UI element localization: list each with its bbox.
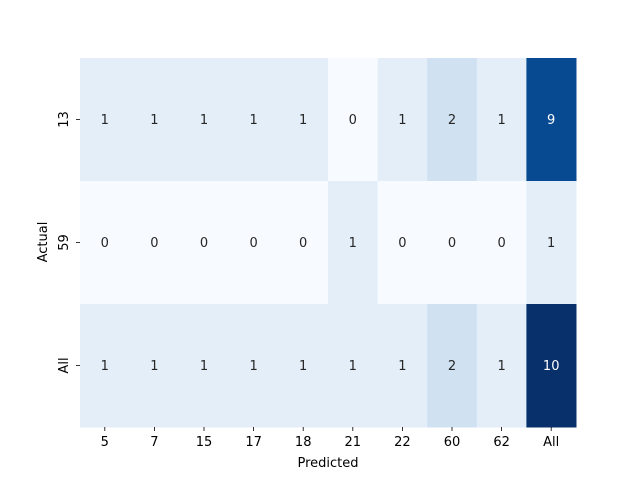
cell-value-label: 0 <box>398 236 406 251</box>
cell-value-label: 1 <box>150 359 158 374</box>
heatmap-cell <box>377 304 428 428</box>
heatmap-cell <box>80 304 131 428</box>
x-tick-label: All <box>543 435 559 450</box>
cell-value-label: 0 <box>249 236 257 251</box>
cell-value-label: 1 <box>497 113 505 128</box>
cell-value-label: 0 <box>497 236 505 251</box>
cell-value-label: 2 <box>448 113 456 128</box>
cell-value-label: 0 <box>349 113 357 128</box>
cell-value-label: 1 <box>150 113 158 128</box>
x-tick-label: 15 <box>196 435 213 450</box>
cell-value-label: 1 <box>200 359 208 374</box>
heatmap-cell <box>377 181 428 305</box>
heatmap-cell <box>476 304 527 428</box>
x-tick-label: 7 <box>150 435 158 450</box>
cell-value-label: 1 <box>249 113 257 128</box>
cell-value-label: 1 <box>299 113 307 128</box>
heatmap-cell <box>328 58 379 182</box>
cell-value-label: 1 <box>200 113 208 128</box>
y-axis-ticks: 13 59 All <box>57 111 80 374</box>
heatmap-cell <box>228 58 279 182</box>
heatmap-cell <box>427 304 478 428</box>
heatmap-cell <box>278 58 329 182</box>
cell-value-label: 1 <box>398 113 406 128</box>
heatmap-cell <box>129 58 180 182</box>
cell-value-label: 1 <box>349 236 357 251</box>
heatmap-cell <box>278 304 329 428</box>
cell-value-label: 1 <box>398 359 406 374</box>
heatmap-cell <box>427 58 478 182</box>
x-axis-label: Predicted <box>297 456 358 471</box>
heatmap-cell <box>328 181 379 305</box>
cell-value-label: 0 <box>448 236 456 251</box>
y-axis-label: Actual <box>36 222 51 263</box>
x-tick-label: 60 <box>444 435 461 450</box>
x-tick-label: 18 <box>295 435 312 450</box>
heatmap-cell <box>476 181 527 305</box>
heatmap-cell <box>80 181 131 305</box>
cell-value-label: 1 <box>101 359 109 374</box>
heatmap-cell <box>129 181 180 305</box>
heatmap-cell <box>179 181 230 305</box>
heatmap-cell <box>129 304 180 428</box>
y-tick-label: 59 <box>57 234 72 251</box>
cell-value-label: 1 <box>299 359 307 374</box>
heatmap-cell <box>476 58 527 182</box>
heatmap-cell <box>526 58 577 182</box>
cell-value-label: 0 <box>150 236 158 251</box>
heatmap-cell <box>278 181 329 305</box>
y-tick-label: 13 <box>57 111 72 128</box>
x-tick-label: 21 <box>345 435 362 450</box>
x-tick-label: 22 <box>394 435 411 450</box>
cell-value-label: 1 <box>249 359 257 374</box>
x-tick-label: 5 <box>101 435 109 450</box>
x-axis-ticks: 5 7 15 17 18 21 22 60 62 All <box>101 427 559 450</box>
cell-value-label: 1 <box>101 113 109 128</box>
heatmap-cell <box>377 58 428 182</box>
heatmap-cell <box>228 181 279 305</box>
cell-value-label: 0 <box>101 236 109 251</box>
heatmap-cell <box>526 181 577 305</box>
cell-annotations: 1 1 1 1 1 0 1 2 1 90 0 0 0 0 1 0 0 0 11 1 1 1 1 1 1 2 1 10 <box>101 113 560 374</box>
cell-value-label: 1 <box>497 359 505 374</box>
heatmap-cell <box>328 304 379 428</box>
cell-value-label: 1 <box>547 236 555 251</box>
heatmap-cell <box>526 304 577 428</box>
cell-value-label: 10 <box>543 359 560 374</box>
cell-value-label: 0 <box>200 236 208 251</box>
y-tick-label: All <box>57 357 72 373</box>
heatmap-cell <box>228 304 279 428</box>
cell-value-label: 1 <box>349 359 357 374</box>
cell-value-label: 9 <box>547 113 555 128</box>
heatmap-cell <box>179 304 230 428</box>
heatmap-cell <box>80 58 131 182</box>
heatmap-cells <box>80 58 577 428</box>
x-tick-label: 62 <box>493 435 510 450</box>
x-tick-label: 17 <box>245 435 262 450</box>
heatmap-cell <box>179 58 230 182</box>
cell-value-label: 2 <box>448 359 456 374</box>
heatmap-cell <box>427 181 478 305</box>
cell-value-label: 0 <box>299 236 307 251</box>
